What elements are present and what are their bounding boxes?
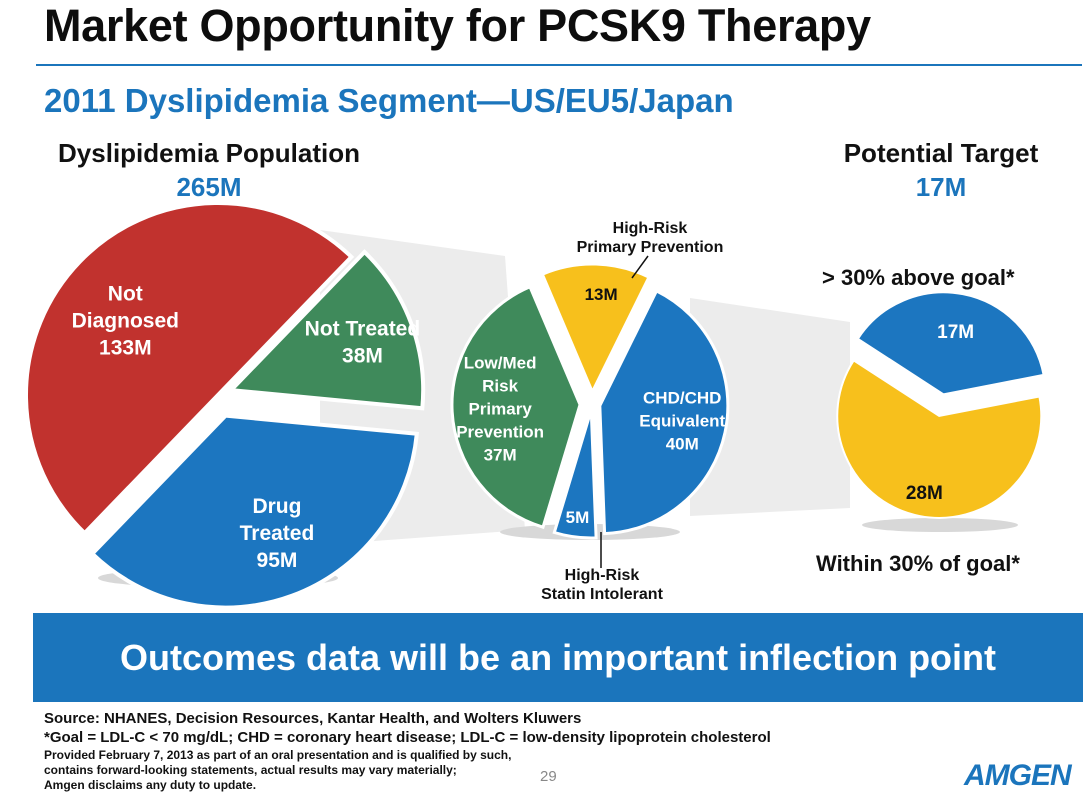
- callout-leader-primary: [631, 255, 649, 279]
- pie3-title: Potential Target: [843, 138, 1039, 168]
- callout-high-risk-primary: High-Risk Primary Prevention: [540, 219, 760, 257]
- pie1-slice-label: Not Treated 38M: [305, 318, 421, 368]
- pie3-slice-label: 17M: [937, 322, 974, 343]
- pie3-shadow: [862, 518, 1018, 532]
- pie1-slice-label: Drug Treated 95M: [240, 495, 315, 572]
- pie3-slice: [856, 291, 1045, 396]
- disclaimer-line: Provided February 7, 2013 as part of an …: [44, 748, 512, 762]
- pie3-slice: [836, 359, 1043, 519]
- pie2-slice-label: Low/Med Risk Primary Prevention 37M: [456, 354, 544, 465]
- source-line: Source: NHANES, Decision Resources, Kant…: [44, 710, 582, 727]
- callout-statin-intolerant: High-Risk Statin Intolerant: [492, 566, 712, 604]
- pie2-slice: [540, 262, 652, 396]
- pie1-title: Dyslipidemia Population: [58, 138, 360, 168]
- within-goal-label: Within 30% of goal*: [816, 551, 1020, 576]
- pie1-total: 265M: [176, 172, 242, 202]
- above-goal-label: > 30% above goal*: [822, 265, 1015, 290]
- title-divider: [36, 64, 1082, 66]
- footnote-line: *Goal = LDL-C < 70 mg/dL; CHD = coronary…: [44, 729, 771, 746]
- disclaimer: Provided February 7, 2013 as part of an …: [44, 748, 511, 793]
- pie2-slice-label: 13M: [585, 285, 618, 304]
- banner: Outcomes data will be an important infle…: [33, 613, 1083, 702]
- pie2-slice-label: 5M: [566, 508, 590, 527]
- callout-line: Statin Intolerant: [541, 586, 663, 603]
- pie2-slice: [450, 284, 582, 530]
- pie1-slice: [24, 200, 355, 536]
- pie1-slice: [226, 249, 426, 411]
- pie2-slice-label: CHD/CHD Equivalent 40M: [639, 389, 725, 454]
- source-note: Source: NHANES, Decision Resources, Kant…: [44, 709, 771, 747]
- callout-line: High-Risk: [612, 220, 688, 237]
- callout-line: Primary Prevention: [576, 239, 724, 256]
- page-title: Market Opportunity for PCSK9 Therapy: [44, 0, 871, 51]
- banner-text: Outcomes data will be an important infle…: [119, 637, 997, 678]
- pie3-total: 17M: [915, 172, 967, 202]
- pie2-slice: [598, 288, 730, 536]
- pie3-slice-label: 28M: [906, 483, 943, 504]
- pie1-slice-label: Not Diagnosed 133M: [72, 282, 179, 359]
- disclaimer-line: Amgen disclaims any duty to update.: [44, 778, 257, 792]
- page-subtitle: 2011 Dyslipidemia Segment—US/EU5/Japan: [44, 82, 734, 119]
- disclaimer-line: contains forward-looking statements, act…: [44, 763, 457, 777]
- amgen-logo: AMGEN: [964, 759, 1072, 792]
- callout-line: High-Risk: [564, 567, 640, 584]
- connector-band-2: [690, 298, 850, 516]
- pie-charts: Not Diagnosed 133M Not Treated 38M Drug Treate…: [24, 200, 1045, 610]
- page-number: 29: [540, 768, 557, 785]
- pie1-slice: [89, 413, 419, 610]
- pie2-slice: [552, 409, 598, 540]
